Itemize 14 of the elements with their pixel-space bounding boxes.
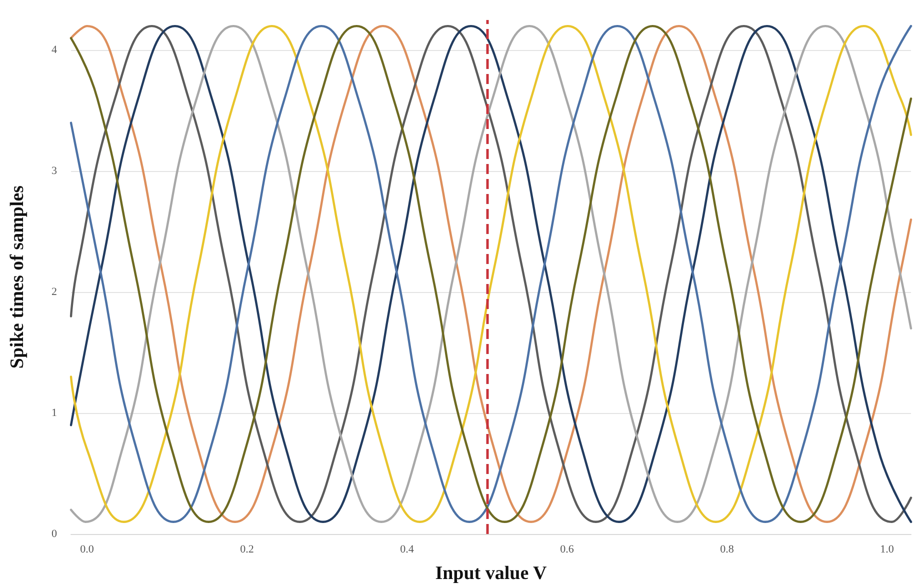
y-tick-label: 1 [52, 407, 57, 420]
x-axis-title: Input value V [435, 563, 548, 584]
y-tick-label: 4 [52, 44, 58, 56]
x-tick-label: 0.0 [80, 544, 94, 556]
x-tick-label: 0.2 [240, 544, 254, 556]
x-tick-label: 0.8 [720, 544, 734, 556]
x-tick-label: 0.4 [400, 544, 414, 556]
y-tick-label: 2 [52, 286, 57, 298]
y-tick-label: 0 [52, 528, 58, 540]
y-tick-label: 3 [52, 165, 58, 178]
x-tick-label: 0.6 [560, 544, 574, 556]
line-series [70, 24, 912, 524]
x-tick-label: 1.0 [880, 544, 894, 556]
y-axis-title: Spike times of samples [7, 185, 28, 369]
